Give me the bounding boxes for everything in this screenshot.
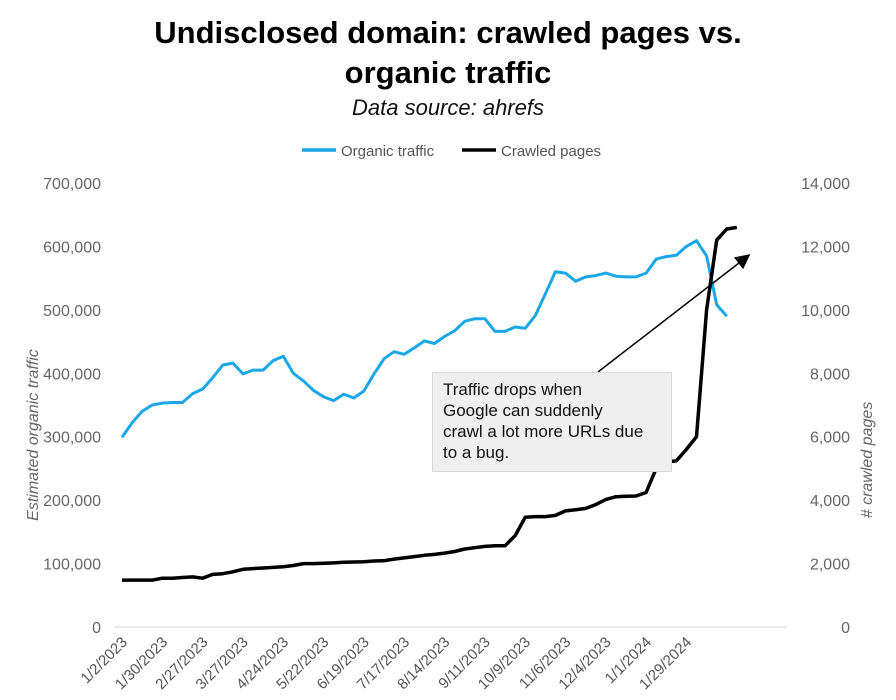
y-tick-left: 200,000: [43, 493, 101, 510]
y-tick-left: 100,000: [43, 557, 101, 574]
y-tick-left: 300,000: [43, 430, 101, 447]
chart-title-line-2: organic traffic: [344, 55, 552, 90]
y-tick-right: 14,000: [801, 176, 850, 193]
y-tick-right: 10,000: [801, 303, 850, 320]
y-tick-left: 500,000: [43, 303, 101, 320]
series-line-organic-traffic: [120, 239, 728, 439]
annotation-line: crawl a lot more URLs due: [443, 422, 644, 441]
series-line-crawled-pages: [122, 225, 738, 582]
y-tick-right: 4,000: [810, 493, 850, 510]
annotation-arrow-line: [597, 254, 751, 373]
y-tick-right: 0: [841, 620, 850, 637]
y-tick-right: 2,000: [810, 557, 850, 574]
annotation-line: to a bug.: [443, 443, 510, 462]
legend: Organic traffic Crawled pages: [302, 143, 601, 160]
y-tick-left: 0: [92, 620, 101, 637]
y-tick-left: 600,000: [43, 239, 101, 256]
legend-label-organic-traffic: Organic traffic: [341, 143, 435, 160]
annotation-box: Traffic drops when Google can suddenly c…: [432, 372, 672, 472]
annotation-line: Traffic drops when: [443, 380, 582, 399]
legend-label-crawled-pages: Crawled pages: [501, 143, 601, 160]
annotation-line: Google can suddenly: [443, 401, 603, 420]
y-axis-title-right: # crawled pages: [859, 402, 876, 519]
y-tick-left: 700,000: [43, 176, 101, 193]
series-lines: [120, 225, 738, 582]
y-tick-right: 8,000: [810, 366, 850, 383]
y-axis-title-left: Estimated organic traffic: [25, 349, 42, 521]
annotation-arrow: [597, 254, 751, 373]
chart-subtitle: Data source: ahrefs: [352, 95, 544, 120]
y-tick-right: 6,000: [810, 430, 850, 447]
chart-title-line-1: Undisclosed domain: crawled pages vs.: [154, 15, 742, 50]
y-tick-left: 400,000: [43, 366, 101, 383]
y-tick-right: 12,000: [801, 239, 850, 256]
